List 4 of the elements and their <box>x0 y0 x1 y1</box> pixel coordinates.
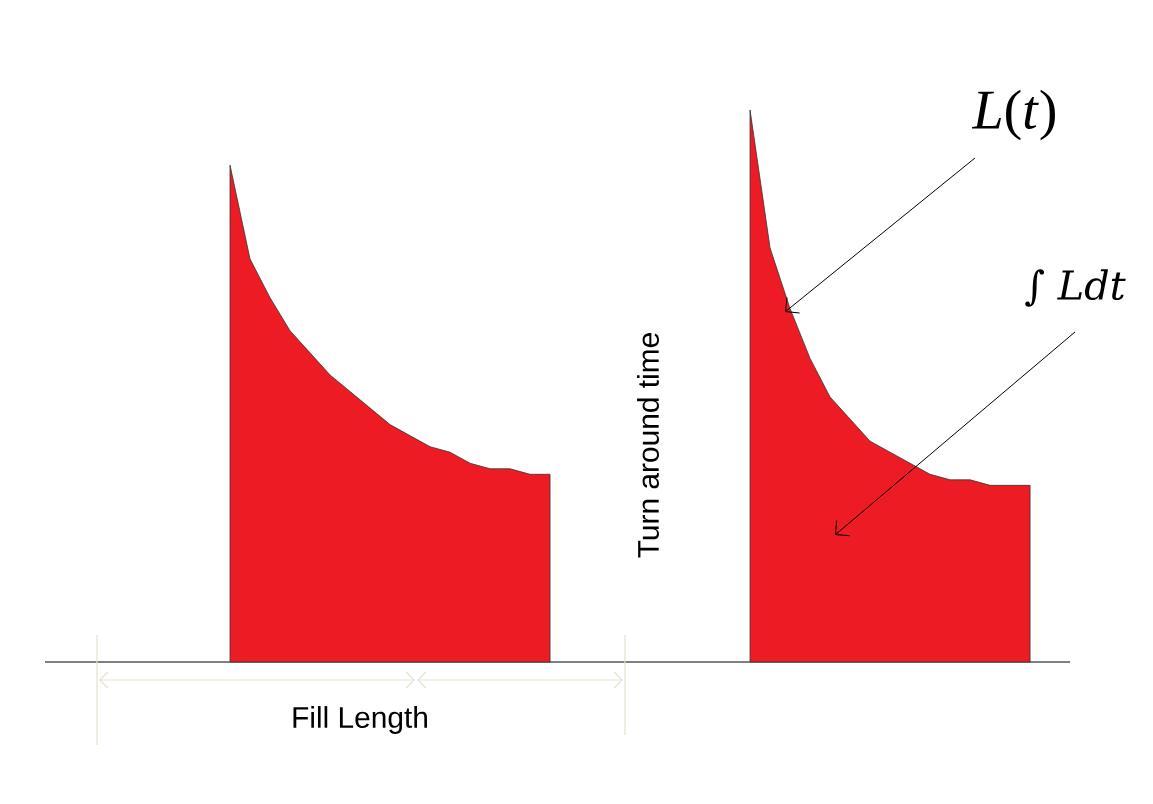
annotation: L(t) <box>971 89 1055 141</box>
text: Fill Length <box>293 706 427 734</box>
annotation: ∫ Ldt <box>1025 269 1126 307</box>
annotation: Turn around time <box>637 333 659 558</box>
